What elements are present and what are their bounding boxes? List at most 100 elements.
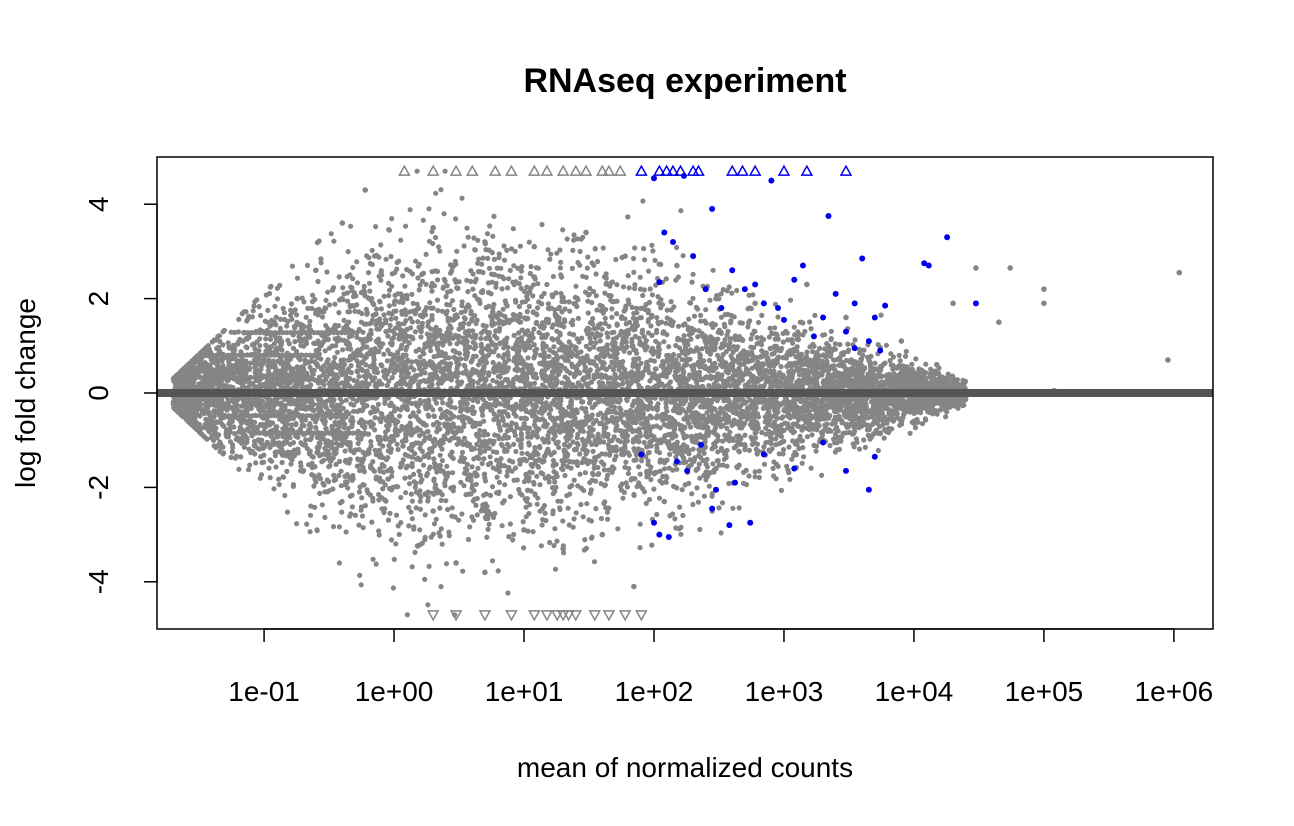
data-point xyxy=(713,295,719,302)
data-point xyxy=(482,569,488,576)
x-tick-label: 1e+05 xyxy=(1005,676,1084,707)
clipped-up-marker xyxy=(579,164,593,176)
significant-point xyxy=(729,267,736,274)
significant-point xyxy=(810,333,817,340)
data-point xyxy=(713,465,719,472)
significant-point xyxy=(820,439,827,446)
data-point xyxy=(996,319,1002,326)
significant-point xyxy=(865,486,872,493)
clipped-up-marker xyxy=(674,164,687,176)
significant-point xyxy=(859,255,866,262)
clipped-up-marker xyxy=(488,164,502,176)
clipped-up-marker xyxy=(666,164,680,176)
significant-point xyxy=(669,238,676,245)
significant-point xyxy=(709,505,716,512)
x-tick-label: 1e+01 xyxy=(485,676,564,707)
clipped-up-marker xyxy=(602,164,616,176)
significant-point xyxy=(690,253,697,260)
data-point xyxy=(209,352,216,359)
clipped-down-marker xyxy=(540,610,554,622)
clipped-down-marker xyxy=(602,610,616,622)
data-point xyxy=(241,329,247,336)
clipped-up-marker xyxy=(725,164,739,176)
data-point xyxy=(193,374,199,381)
clipped-up-marker xyxy=(556,164,570,176)
clipped-up-marker xyxy=(466,164,479,176)
significant-point xyxy=(791,465,798,472)
data-point xyxy=(872,430,878,436)
data-point xyxy=(430,508,436,514)
data-point xyxy=(560,545,566,552)
clipped-down-marker xyxy=(426,610,440,622)
data-point xyxy=(1165,357,1171,363)
significant-point xyxy=(799,262,806,269)
significant-point xyxy=(921,260,928,267)
clipped-up-marker xyxy=(528,164,541,176)
y-tick-label: -2 xyxy=(83,475,114,500)
clipped-up-marker xyxy=(449,164,463,176)
significant-point xyxy=(656,279,663,286)
significant-point xyxy=(972,300,979,307)
data-point xyxy=(521,527,527,533)
significant-point xyxy=(944,234,951,241)
significant-point xyxy=(718,305,725,312)
significant-point xyxy=(791,276,798,283)
data-point xyxy=(898,338,905,344)
data-point xyxy=(804,281,810,288)
significant-point xyxy=(780,316,787,323)
significant-point xyxy=(825,213,832,219)
data-point xyxy=(631,583,637,590)
significant-point xyxy=(871,453,878,460)
clipped-down-marker xyxy=(569,610,583,622)
y-tick-label: 0 xyxy=(83,385,114,401)
significant-point xyxy=(650,519,657,526)
data-point xyxy=(1041,300,1047,307)
y-axis-label: log fold change xyxy=(10,298,41,488)
significant-point xyxy=(673,458,680,465)
significant-point xyxy=(638,451,645,458)
data-point xyxy=(339,220,346,226)
clipped-down-marker xyxy=(635,610,648,622)
data-point xyxy=(950,300,956,307)
clipped-point-markers xyxy=(398,164,853,622)
significant-point xyxy=(741,286,748,293)
significant-point xyxy=(698,441,705,448)
significant-point xyxy=(650,175,657,182)
nonsignificant-points xyxy=(193,187,1183,590)
clipped-up-marker xyxy=(613,164,627,176)
x-tick-label: 1e+04 xyxy=(875,676,954,707)
data-point xyxy=(973,265,979,271)
significant-point xyxy=(702,286,709,293)
data-point xyxy=(482,239,488,245)
data-point xyxy=(313,267,319,274)
significant-point xyxy=(747,519,754,526)
clipped-up-marker xyxy=(540,164,554,176)
y-axis: -4 -2 0 2 4 xyxy=(83,196,158,594)
clipped-down-marker xyxy=(588,610,602,622)
data-point xyxy=(1007,265,1013,271)
clipped-up-marker xyxy=(505,164,518,176)
clipped-down-marker xyxy=(505,610,518,622)
significant-point xyxy=(656,531,663,538)
clipped-up-marker xyxy=(660,164,673,176)
clipped-up-marker xyxy=(777,164,791,176)
data-point xyxy=(661,498,668,505)
y-tick-label: 2 xyxy=(83,291,114,307)
significant-point xyxy=(731,479,738,486)
clipped-up-marker xyxy=(653,164,666,176)
data-point xyxy=(1176,269,1183,276)
clipped-up-marker xyxy=(595,164,609,176)
x-axis: 1e-01 1e+00 1e+01 1e+02 1e+03 1e+04 1e+05 1e+06 xyxy=(228,628,1213,707)
y-tick-label: -4 xyxy=(83,569,114,594)
data-point xyxy=(453,560,459,566)
clipped-up-marker xyxy=(748,164,762,176)
x-tick-label: 1e-01 xyxy=(228,676,300,707)
data-point xyxy=(430,225,436,231)
significant-point xyxy=(775,305,782,312)
significant-point xyxy=(661,229,668,236)
significant-point xyxy=(882,302,889,309)
significant-point xyxy=(768,177,775,184)
clipped-up-marker xyxy=(839,164,853,176)
x-axis-label: mean of normalized counts xyxy=(517,752,853,783)
